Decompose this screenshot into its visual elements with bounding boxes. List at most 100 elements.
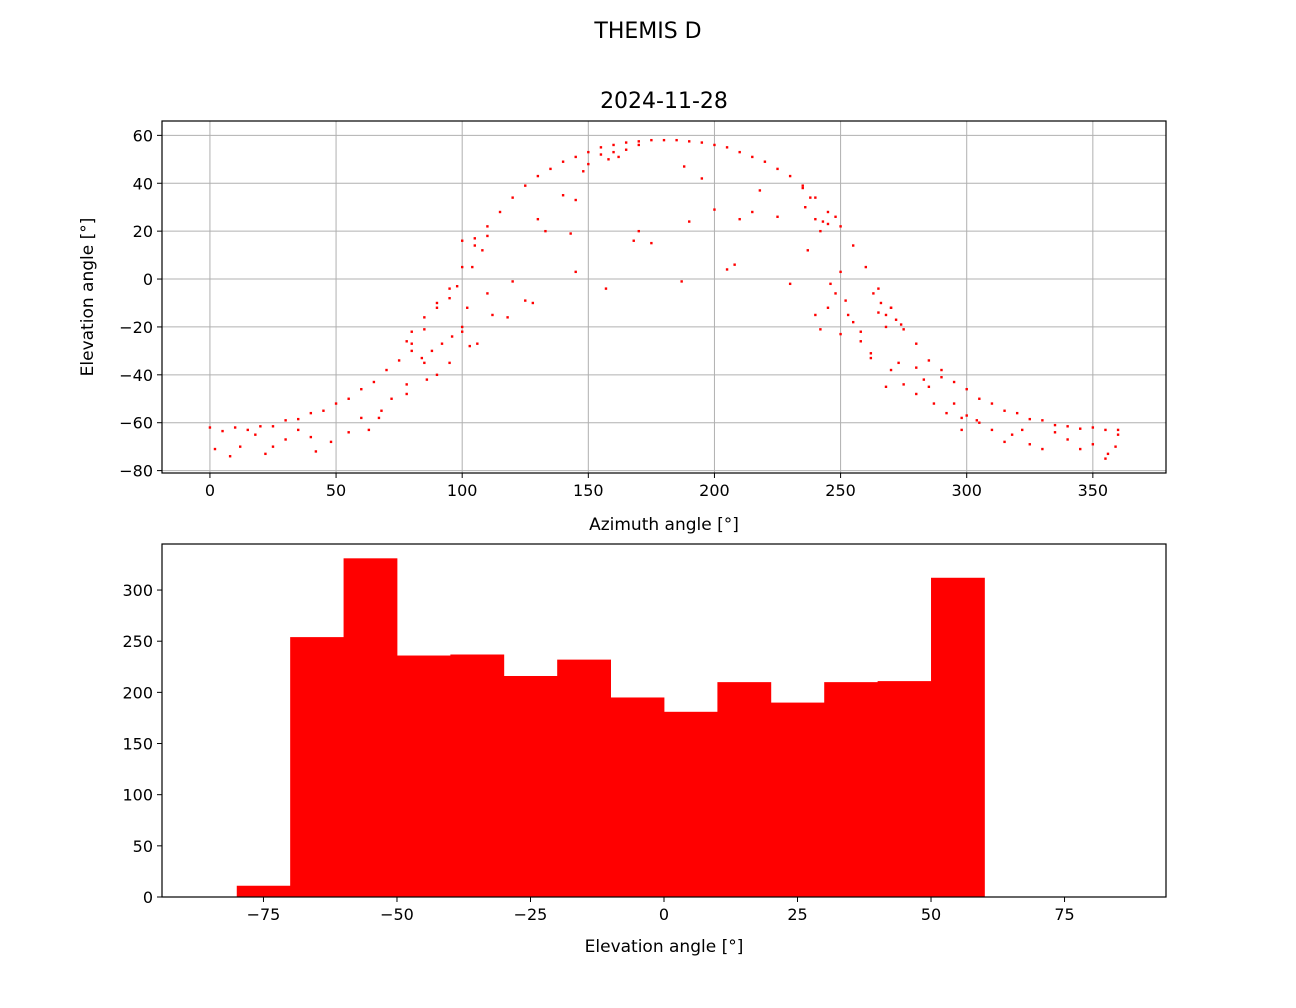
scatter-point — [460, 330, 464, 333]
scatter-point — [839, 225, 842, 228]
scatter-point — [829, 282, 832, 286]
scatter-point — [1003, 409, 1006, 412]
scatter-point — [1114, 445, 1117, 448]
scatter-point — [637, 229, 640, 233]
scatter-point — [246, 428, 249, 432]
scatter-point — [297, 428, 300, 432]
histogram-x-tick-label: 0 — [659, 905, 669, 924]
histogram-x-axis-label: Elevation angle [°] — [585, 937, 744, 957]
scatter-point — [688, 140, 691, 143]
scatter-point — [940, 368, 943, 372]
scatter-point — [884, 313, 888, 317]
scatter-point — [897, 361, 900, 365]
scatter-x-tick-label: 300 — [951, 481, 982, 500]
scatter-point — [1104, 457, 1107, 460]
scatter-point — [297, 417, 300, 421]
scatter-point — [1066, 438, 1069, 441]
scatter-title: 2024-11-28 — [600, 89, 728, 114]
histogram-y-tick-label: 200 — [122, 683, 153, 702]
scatter-point — [264, 452, 267, 456]
scatter-point — [915, 366, 918, 369]
scatter-point — [604, 287, 608, 290]
scatter-point — [569, 232, 572, 235]
histogram-y-tick-label: 100 — [122, 786, 153, 805]
scatter-point — [978, 421, 981, 424]
histogram-bars — [236, 558, 985, 897]
scatter-point — [869, 356, 873, 360]
scatter-point — [927, 385, 931, 388]
scatter-point — [826, 222, 830, 226]
scatter-y-tick-label: −60 — [119, 414, 153, 433]
scatter-point — [271, 425, 275, 428]
scatter-point — [574, 198, 577, 202]
scatter-point — [435, 306, 439, 309]
scatter-y-tick-label: 40 — [133, 174, 153, 193]
scatter-point — [582, 170, 585, 173]
scatter-point — [738, 217, 741, 221]
scatter-point — [473, 237, 477, 240]
scatter-point — [536, 217, 540, 221]
scatter-point — [448, 287, 451, 290]
scatter-point — [284, 419, 287, 422]
scatter-point — [725, 146, 729, 149]
histogram-bar — [450, 654, 505, 897]
scatter-point — [314, 450, 318, 453]
scatter-x-tick-label: 100 — [447, 481, 478, 500]
scatter-point — [1091, 443, 1095, 446]
scatter-point — [1028, 443, 1031, 446]
scatter-point — [733, 263, 736, 266]
scatter-point — [385, 368, 388, 372]
scatter-point — [688, 220, 691, 223]
scatter-point — [680, 280, 683, 283]
scatter-point — [894, 318, 898, 321]
scatter-grid — [162, 121, 1166, 473]
scatter-y-tick-label: 20 — [133, 222, 153, 241]
scatter-point — [322, 409, 325, 412]
scatter-point — [851, 244, 855, 247]
scatter-point — [405, 383, 408, 386]
scatter-y-tick-label: 60 — [133, 126, 153, 145]
scatter-point — [410, 342, 413, 345]
scatter-frame — [161, 120, 1167, 474]
scatter-point — [420, 356, 424, 360]
scatter-point — [612, 150, 615, 154]
scatter-point — [763, 160, 767, 163]
scatter-x-ticks: 0 50 100 150 200 250 300 350 — [205, 473, 1108, 500]
scatter-point — [1003, 440, 1006, 444]
scatter-point — [927, 359, 931, 362]
scatter-point — [498, 210, 502, 214]
scatter-point — [405, 392, 408, 396]
scatter-point — [877, 311, 880, 314]
scatter-point — [650, 138, 653, 142]
scatter-point — [965, 414, 968, 417]
scatter-point — [549, 167, 552, 171]
scatter-point — [965, 387, 968, 391]
scatter-point — [599, 146, 603, 149]
histogram-x-ticks: −75 −50 −25 0 25 50 75 — [247, 897, 1075, 924]
scatter-point — [587, 162, 590, 166]
scatter-point — [574, 155, 577, 159]
scatter-point — [233, 426, 237, 429]
scatter-point — [1041, 447, 1044, 451]
scatter-point — [899, 323, 903, 326]
scatter-point — [284, 438, 287, 441]
scatter-point — [1116, 433, 1120, 436]
scatter-point — [309, 435, 313, 439]
scatter-point — [801, 186, 804, 190]
scatter-point — [814, 196, 817, 199]
scatter-point — [506, 316, 509, 319]
scatter-point — [758, 189, 762, 192]
scatter-point — [1116, 428, 1120, 432]
scatter-point — [380, 409, 383, 412]
scatter-point — [662, 138, 666, 142]
scatter-point — [410, 349, 413, 353]
histogram-x-tick-label: 75 — [1054, 905, 1074, 924]
scatter-point — [1079, 447, 1082, 451]
scatter-point — [208, 426, 212, 429]
scatter-plot-area — [162, 121, 1166, 473]
histogram-y-tick-label: 0 — [143, 888, 153, 907]
scatter-point — [960, 428, 963, 432]
scatter-point — [435, 301, 439, 305]
scatter-x-tick-label: 200 — [699, 481, 730, 500]
